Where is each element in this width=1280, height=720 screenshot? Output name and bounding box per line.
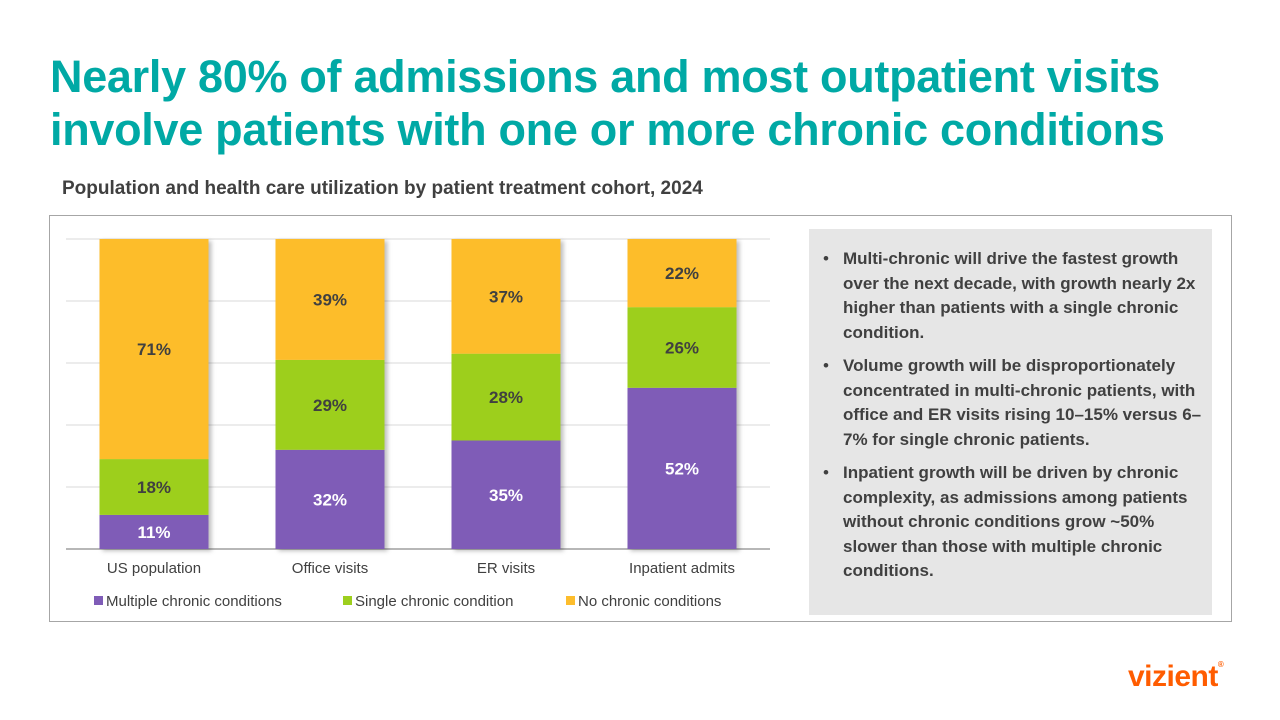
- data-label: 52%: [665, 459, 699, 478]
- data-label: 11%: [137, 523, 170, 542]
- legend-swatch: [566, 596, 575, 605]
- data-label: 35%: [489, 486, 523, 505]
- bar-segment: [275, 449, 385, 549]
- logo-mark: ®: [1217, 660, 1224, 669]
- data-label: 28%: [489, 388, 523, 407]
- bar-segment: [99, 459, 209, 515]
- legend-swatch: [94, 596, 103, 605]
- data-label: 32%: [313, 490, 347, 509]
- insight-item: • Multi-chronic will drive the fastest gr…: [821, 247, 1202, 345]
- x-tick-label: Inpatient admits: [629, 560, 735, 577]
- bar-stack: [99, 239, 209, 549]
- legend-item: No chronic conditions: [566, 593, 721, 610]
- legend-label: No chronic conditions: [578, 593, 721, 610]
- bar-segment: [275, 239, 385, 360]
- insight-item: • Inpatient growth will be driven by chro…: [821, 461, 1202, 584]
- data-label: 22%: [665, 264, 699, 283]
- data-label: 71%: [137, 340, 171, 359]
- bar-segment: [451, 440, 561, 549]
- data-label: 37%: [489, 287, 523, 306]
- insight-text: Inpatient growth will be driven by chron…: [843, 463, 1188, 580]
- insight-text: Volume growth will be disproportionately…: [843, 356, 1202, 449]
- legend-item: Single chronic condition: [343, 593, 513, 610]
- bullet-icon: •: [823, 463, 829, 482]
- bar-stack: [451, 239, 561, 549]
- bar-segment: [627, 307, 737, 388]
- chart-frame: [49, 215, 1232, 622]
- legend-label: Single chronic condition: [355, 593, 513, 610]
- data-label: 29%: [313, 396, 347, 415]
- bar-segment: [275, 359, 385, 450]
- legend-swatch: [343, 596, 352, 605]
- insights-panel: • Multi-chronic will drive the fastest gr…: [809, 229, 1212, 615]
- stacked-bar-chart: 11% 18% 71% 32% 29% 39% 35% 28% 37% 52% 26% 22% US …: [66, 238, 770, 610]
- bar-segment: [99, 239, 209, 460]
- bullet-icon: •: [823, 249, 829, 268]
- legend-item: Multiple chronic conditions: [94, 593, 282, 610]
- bar-segment: [99, 514, 209, 549]
- data-label: 26%: [665, 339, 699, 358]
- chart-subtitle: Population and health care utilization b…: [62, 178, 703, 199]
- x-tick-label: ER visits: [477, 560, 535, 577]
- bar-stack: [275, 239, 385, 549]
- bar-segment: [627, 387, 737, 549]
- data-label: 18%: [137, 478, 171, 497]
- bar-stack: [627, 239, 737, 549]
- insight-text: Multi-chronic will drive the fastest gro…: [843, 249, 1196, 342]
- data-label: 39%: [313, 290, 347, 309]
- bar-segment: [627, 239, 737, 308]
- bar-segment: [451, 239, 561, 354]
- vizient-logo: vizient®: [1128, 660, 1224, 694]
- legend-label: Multiple chronic conditions: [106, 593, 282, 610]
- insights-list: • Multi-chronic will drive the fastest gr…: [821, 247, 1202, 584]
- x-tick-label: Office visits: [292, 560, 368, 577]
- insight-item: • Volume growth will be disproportionatel…: [821, 354, 1202, 452]
- logo-text: vizient: [1128, 660, 1218, 693]
- slide-title: Nearly 80% of admissions and most outpat…: [50, 51, 1165, 155]
- x-tick-label: US population: [107, 560, 201, 577]
- bullet-icon: •: [823, 356, 829, 375]
- bar-segment: [451, 353, 561, 441]
